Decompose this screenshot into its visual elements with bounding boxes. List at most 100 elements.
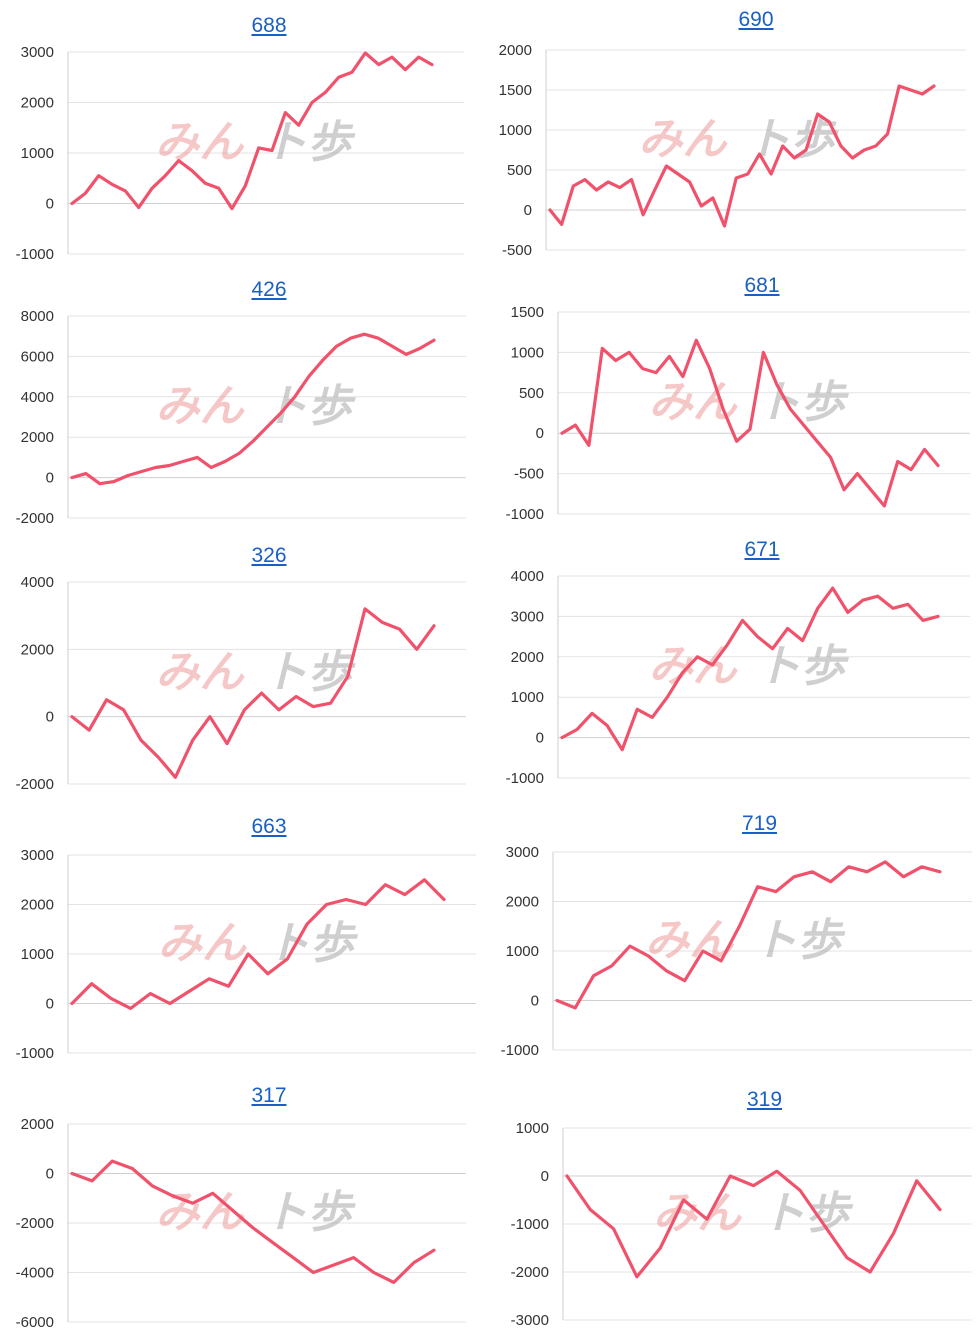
y-tick-label: 2000	[506, 894, 539, 911]
y-tick-label: -6000	[16, 1314, 54, 1331]
y-tick-label: 1000	[21, 946, 54, 963]
y-tick-label: 3000	[511, 608, 544, 625]
watermark-part1: みん	[158, 918, 248, 969]
y-tick-label: 1000	[516, 1120, 549, 1137]
y-tick-label: 1000	[499, 122, 532, 139]
chart-panel: 688 3000 2000 1000 0 -1000 みん ト歩	[0, 14, 480, 276]
series-line	[560, 586, 940, 752]
watermark-part1: みん	[645, 915, 735, 966]
series-line	[70, 607, 436, 779]
y-tick-label: 3000	[506, 844, 539, 861]
y-tick-label: -2000	[16, 776, 54, 793]
y-tick-label: 0	[531, 993, 539, 1010]
chart-panel: 690 2000 1500 1000 500 0 -500 みん ト歩	[488, 8, 976, 270]
y-tick-label: 0	[46, 196, 54, 213]
chart-title-link[interactable]: 690	[738, 8, 774, 31]
chart-panel: 317 2000 0 -2000 -4000 -6000 みん ト歩	[0, 1084, 480, 1340]
chart-panel: 426 8000 6000 4000 2000 0 -2000 みん ト歩	[0, 278, 480, 540]
watermark-part2: ト歩	[263, 117, 356, 168]
watermark-part2: ト歩	[753, 915, 846, 966]
chart-title-link[interactable]: 426	[251, 278, 287, 301]
watermark-part1: みん	[156, 647, 246, 698]
y-tick-label: 1000	[511, 689, 544, 706]
y-tick-label: 4000	[21, 574, 54, 591]
watermark-part1: みん	[156, 381, 246, 432]
y-tick-label: -1000	[511, 1216, 549, 1233]
y-tick-label: 0	[46, 996, 54, 1013]
y-tick-label: -1000	[16, 1045, 54, 1062]
y-tick-label: -3000	[511, 1312, 549, 1329]
y-tick-label: 1000	[511, 344, 544, 361]
y-tick-label: 4000	[21, 389, 54, 406]
series-line	[70, 1159, 436, 1284]
y-tick-label: 1000	[21, 145, 54, 162]
y-tick-label: 1500	[511, 304, 544, 321]
chart-panel: 681 1500 1000 500 0 -500 -1000 みん ト歩	[488, 274, 976, 536]
chart-panel: 663 3000 2000 1000 0 -1000 みん ト歩	[0, 815, 480, 1077]
series-line	[565, 1169, 942, 1279]
y-tick-label: 500	[507, 162, 532, 179]
y-tick-label: -4000	[16, 1265, 54, 1282]
y-tick-label: 0	[536, 730, 544, 747]
y-tick-label: 1500	[499, 82, 532, 99]
y-tick-label: -1000	[501, 1042, 539, 1059]
y-tick-label: 0	[46, 470, 54, 487]
y-tick-label: 2000	[499, 42, 532, 59]
chart-title-link[interactable]: 688	[251, 14, 287, 37]
y-tick-label: 0	[524, 202, 532, 219]
series-line	[548, 84, 936, 228]
y-tick-label: 0	[46, 709, 54, 726]
y-tick-label: -2000	[16, 1215, 54, 1232]
y-tick-label: -500	[502, 242, 532, 259]
chart-title-link[interactable]: 317	[251, 1084, 287, 1107]
watermark-part1: みん	[649, 377, 739, 428]
y-tick-label: 0	[541, 1168, 549, 1185]
chart-panel: 719 3000 2000 1000 0 -1000 みん ト歩	[488, 812, 976, 1074]
watermark-part1: みん	[155, 117, 245, 168]
y-tick-label: -2000	[16, 510, 54, 527]
y-tick-label: 0	[536, 425, 544, 442]
y-tick-label: 2000	[21, 897, 54, 914]
series-line	[560, 338, 940, 508]
y-tick-label: 3000	[21, 44, 54, 61]
watermark-part2: ト歩	[761, 1188, 854, 1239]
chart-title-link[interactable]: 663	[251, 815, 287, 838]
y-tick-label: -1000	[506, 770, 544, 787]
y-tick-label: 500	[519, 385, 544, 402]
y-tick-label: 3000	[21, 847, 54, 864]
y-tick-label: -500	[514, 466, 544, 483]
chart-title-link[interactable]: 319	[746, 1088, 783, 1111]
y-tick-label: 2000	[21, 641, 54, 658]
y-tick-label: -1000	[506, 506, 544, 523]
y-tick-label: 0	[46, 1166, 54, 1183]
line-chart: 3000 2000 1000 0 -1000 みん ト歩	[16, 847, 476, 1062]
chart-panel: 326 4000 2000 0 -2000 みん ト歩	[0, 544, 480, 806]
chart-title-link[interactable]: 681	[744, 274, 780, 297]
y-tick-label: -2000	[511, 1264, 549, 1281]
line-chart: 3000 2000 1000 0 -1000 みん ト歩	[16, 44, 464, 263]
series-line	[70, 332, 436, 486]
y-tick-label: 6000	[21, 348, 54, 365]
watermark-part2: ト歩	[757, 377, 850, 428]
y-tick-label: 2000	[21, 1116, 54, 1133]
line-chart: 4000 2000 0 -2000 みん ト歩	[16, 574, 466, 793]
chart-title-link[interactable]: 719	[741, 812, 778, 835]
chart-panel: 671 4000 3000 2000 1000 0 -1000 みん ト歩	[488, 538, 976, 800]
chart-title-link[interactable]: 671	[744, 538, 780, 561]
y-tick-label: 1000	[506, 943, 539, 960]
chart-panel: 319 1000 0 -1000 -2000 -3000 みん ト歩	[488, 1088, 976, 1340]
y-tick-label: 4000	[511, 568, 544, 585]
watermark-part2: ト歩	[266, 918, 359, 969]
watermark-part1: みん	[638, 114, 728, 165]
y-tick-label: 2000	[21, 95, 54, 112]
y-tick-label: 8000	[21, 308, 54, 325]
watermark-part2: ト歩	[264, 381, 357, 432]
chart-title-link[interactable]: 326	[251, 544, 287, 567]
y-tick-label: 2000	[511, 649, 544, 666]
line-chart: 3000 2000 1000 0 -1000 みん ト歩	[501, 844, 972, 1059]
series-line	[70, 51, 434, 211]
series-line	[555, 860, 942, 1010]
